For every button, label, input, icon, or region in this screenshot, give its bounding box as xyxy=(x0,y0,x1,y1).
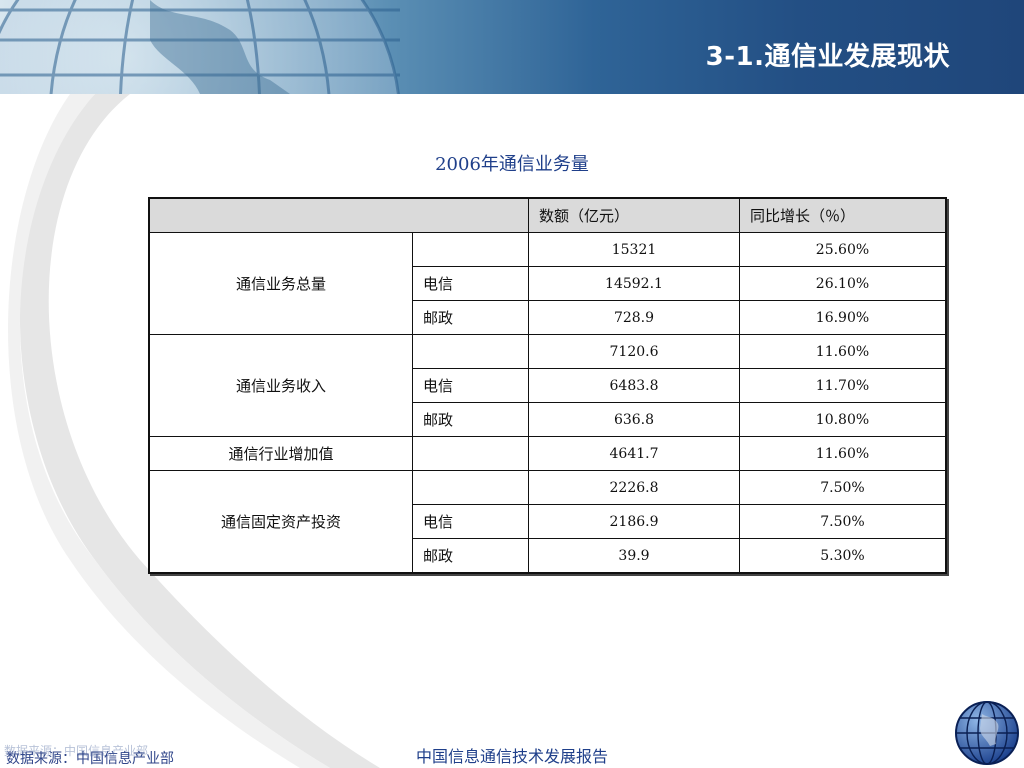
table-row: 邮政 636.8 10.80% xyxy=(149,402,947,437)
growth-cell: 25.60% xyxy=(739,232,947,267)
value-cell: 2226.8 xyxy=(528,470,740,505)
growth-cell: 7.50% xyxy=(739,470,947,505)
value-cell: 7120.6 xyxy=(528,334,740,369)
background-swoosh xyxy=(7,94,380,768)
value-cell: 728.9 xyxy=(528,300,740,335)
value-cell: 636.8 xyxy=(528,402,740,437)
table-row: 邮政 39.9 5.30% xyxy=(149,538,947,574)
table-row: 通信业务收入 7120.6 11.60% xyxy=(148,334,947,437)
sub-cell xyxy=(412,470,529,505)
sub-cell: 邮政 xyxy=(412,402,529,437)
value-cell: 4641.7 xyxy=(528,436,740,471)
table-row: 电信 2186.9 7.50% xyxy=(149,504,947,539)
globe-icon xyxy=(955,701,1019,765)
footer-report-title: 中国信息通信技术发展报告 xyxy=(415,747,608,766)
sub-cell: 电信 xyxy=(412,368,529,403)
growth-cell: 10.80% xyxy=(739,402,947,437)
value-cell: 2186.9 xyxy=(528,504,740,539)
table-row: 电信 6483.8 11.70% xyxy=(149,368,947,403)
header-amount: 数额（亿元） xyxy=(528,197,740,233)
category-cell: 通信行业增加值 xyxy=(148,436,413,471)
sub-cell: 电信 xyxy=(412,266,529,301)
growth-cell: 16.90% xyxy=(739,300,947,335)
category-cell: 通信固定资产投资 xyxy=(148,470,413,574)
page-title: 3-1.通信业发展现状 xyxy=(705,42,950,72)
value-cell: 14592.1 xyxy=(528,266,740,301)
growth-cell: 11.60% xyxy=(739,436,947,471)
table-row: 通信业务总量 15321 25.60% xyxy=(148,232,947,335)
sub-cell: 邮政 xyxy=(412,300,529,335)
sub-cell xyxy=(412,334,529,369)
table-row: 通信行业增加值 4641.7 11.60% xyxy=(148,436,947,471)
growth-cell: 26.10% xyxy=(739,266,947,301)
value-cell: 6483.8 xyxy=(528,368,740,403)
table-title: 2006年通信业务量 xyxy=(435,154,589,175)
header-blank-cell xyxy=(148,197,529,233)
sub-cell: 电信 xyxy=(412,504,529,539)
sub-cell xyxy=(412,436,529,471)
sub-cell xyxy=(412,232,529,267)
category-cell: 通信业务总量 xyxy=(148,232,413,335)
growth-cell: 7.50% xyxy=(739,504,947,539)
table-row: 通信固定资产投资 2226.8 7.50% xyxy=(148,470,947,574)
growth-cell: 11.60% xyxy=(739,334,947,369)
globe-banner-icon xyxy=(0,0,400,94)
header-growth: 同比增长（％） xyxy=(739,197,947,233)
growth-cell: 11.70% xyxy=(739,368,947,403)
sub-cell: 邮政 xyxy=(412,538,529,574)
growth-cell: 5.30% xyxy=(739,538,947,574)
value-cell: 39.9 xyxy=(528,538,740,574)
header-banner: 3-1.通信业发展现状 xyxy=(0,0,1024,94)
data-source-text: 数据来源：中国信息产业部 xyxy=(6,751,174,767)
source-ghost-text: 数据来源：中国信息产业部 xyxy=(4,744,149,758)
table-header-row: 数额（亿元） 同比增长（％） xyxy=(148,197,947,233)
business-volume-table: 数额（亿元） 同比增长（％） 通信业务总量 15321 25.60% 电信 14… xyxy=(148,197,947,574)
category-cell: 通信业务收入 xyxy=(148,334,413,437)
value-cell: 15321 xyxy=(528,232,740,267)
